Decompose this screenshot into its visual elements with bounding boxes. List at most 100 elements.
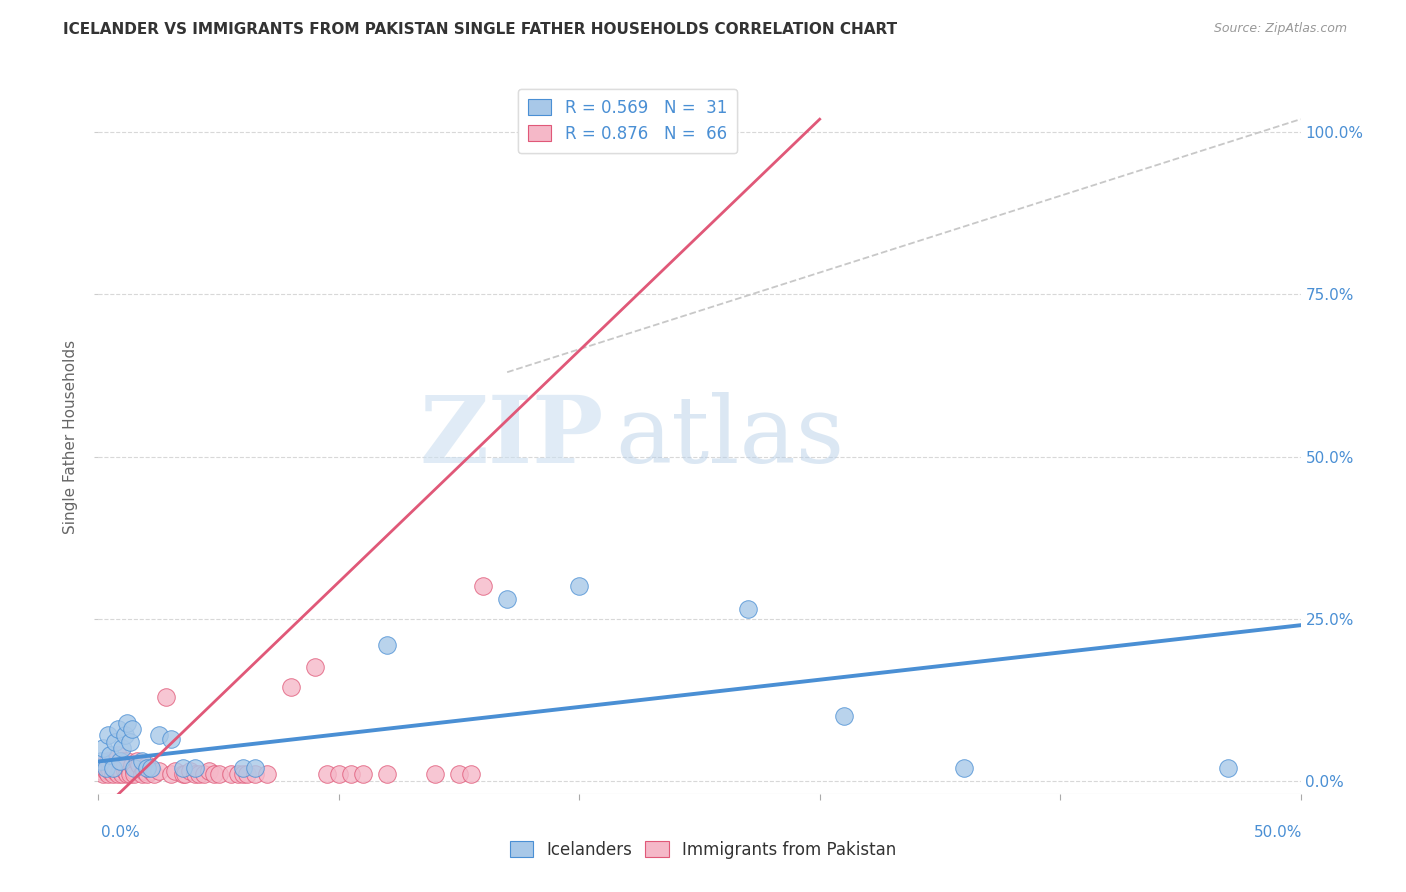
Point [243,767,266,781]
Point [101,761,124,775]
Point [91,757,114,772]
Point [121,722,143,736]
Point [131,755,153,769]
Point [114,764,136,779]
Point [315,767,337,781]
Point [142,767,165,781]
Point [304,660,326,674]
Point [104,735,127,749]
Point [243,761,266,775]
Point [155,690,177,704]
Point [118,767,141,781]
Text: Source: ZipAtlas.com: Source: ZipAtlas.com [1213,22,1347,36]
Y-axis label: Single Father Households: Single Father Households [63,340,79,534]
Point [148,729,170,743]
Point [219,767,242,781]
Point [208,767,231,781]
Point [179,764,201,779]
Point [236,767,259,781]
Point [124,767,146,781]
Point [100,764,122,779]
Point [124,761,146,775]
Point [135,761,157,775]
Point [165,764,187,779]
Point [496,592,519,607]
Point [117,715,139,730]
Point [132,764,155,779]
Point [423,767,446,781]
Point [232,767,254,781]
Point [676,125,699,139]
Legend: R = 0.569   N =  31, R = 0.876   N =  66: R = 0.569 N = 31, R = 0.876 N = 66 [517,88,737,153]
Point [232,761,254,775]
Point [125,755,148,769]
Point [111,767,134,781]
Point [460,767,482,781]
Point [568,579,591,593]
Point [135,767,157,781]
Point [118,735,141,749]
Text: ICELANDER VS IMMIGRANTS FROM PAKISTAN SINGLE FATHER HOUSEHOLDS CORRELATION CHART: ICELANDER VS IMMIGRANTS FROM PAKISTAN SI… [63,22,897,37]
Point [472,579,495,593]
Point [375,638,398,652]
Point [90,764,112,779]
Point [97,767,120,781]
Point [183,761,205,775]
Point [108,755,131,769]
Legend: Icelanders, Immigrants from Pakistan: Icelanders, Immigrants from Pakistan [503,835,903,866]
Point [131,767,153,781]
Point [94,764,117,779]
Point [104,764,127,779]
Point [953,761,976,775]
Point [97,729,120,743]
Point [97,755,120,769]
Point [159,731,181,746]
Point [114,729,136,743]
Point [141,761,163,775]
Point [117,755,139,769]
Point [159,767,181,781]
Point [107,767,129,781]
Point [108,757,131,772]
Point [280,680,302,694]
Point [226,767,249,781]
Point [128,757,150,772]
Point [101,767,124,781]
Text: 0.0%: 0.0% [101,825,141,840]
Point [352,767,374,781]
Point [107,722,129,736]
Point [256,767,278,781]
Text: 50.0%: 50.0% [1254,825,1302,840]
Point [135,757,157,772]
Point [108,764,131,779]
Point [737,602,759,616]
Point [188,767,211,781]
Point [141,764,163,779]
Point [174,767,197,781]
Point [447,767,470,781]
Point [124,764,146,779]
Point [172,761,194,775]
Text: atlas: atlas [616,392,845,482]
Point [148,764,170,779]
Point [172,767,194,781]
Point [832,709,855,723]
Point [340,767,363,781]
Point [114,757,136,772]
Point [1218,761,1240,775]
Point [117,767,139,781]
Point [100,757,122,772]
Point [101,755,124,769]
Point [121,757,143,772]
Point [118,764,141,779]
Point [111,741,134,756]
Point [328,767,350,781]
Point [100,747,122,762]
Point [94,761,117,775]
Point [91,741,114,756]
Point [375,767,398,781]
Point [183,767,205,781]
Point [193,767,215,781]
Point [104,757,127,772]
Point [91,767,114,781]
